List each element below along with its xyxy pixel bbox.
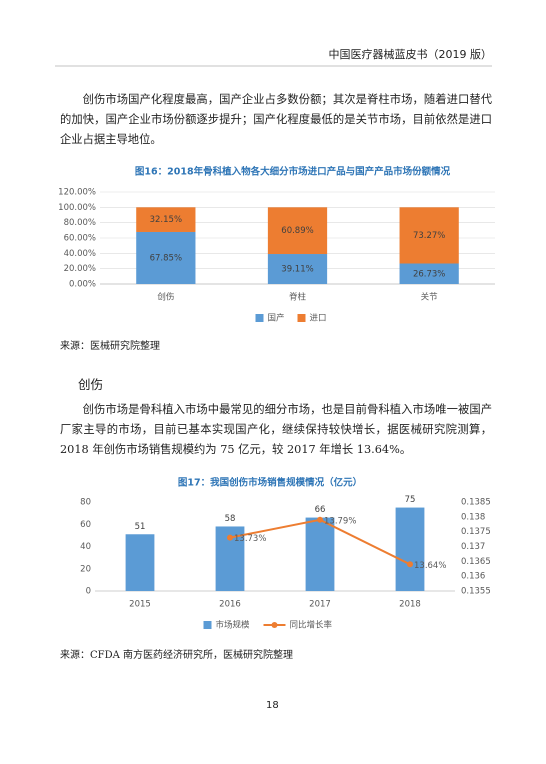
legend-swatch	[203, 621, 212, 629]
bar	[125, 534, 155, 591]
y-tick-label: 80.00%	[64, 218, 96, 228]
data-label: 67.85%	[150, 253, 182, 263]
bar	[305, 517, 335, 591]
point	[317, 516, 323, 523]
chart-title: 图16：2018年骨科植入物各大细分市场进口产品与国产产品市场份额情况	[135, 166, 451, 178]
y-tick-label: 20	[80, 564, 91, 574]
point	[407, 561, 413, 568]
legend-swatch	[271, 622, 278, 628]
data-label: 75	[405, 495, 416, 505]
legend-label: 同比增长率	[290, 620, 333, 631]
y2-tick-label: 0.1365	[461, 557, 491, 567]
x-tick-label: 2015	[129, 600, 151, 610]
data-label: 26.73%	[413, 269, 445, 279]
legend-swatch	[297, 314, 306, 322]
x-tick-label: 创伤	[157, 292, 174, 303]
x-tick-label: 2017	[309, 600, 331, 610]
y-tick-label: 80	[80, 498, 91, 508]
paragraph: 创伤市场是骨科植入市场中最常见的细分市场，也是目前骨科植入市场唯一被国产厂家主导…	[60, 403, 492, 456]
section-title: 创伤	[78, 377, 104, 392]
data-label: 73.27%	[413, 231, 445, 241]
y-tick-label: 0	[86, 587, 91, 597]
source: 来源：医械研究院整理	[60, 341, 160, 352]
x-tick-label: 脊柱	[289, 292, 307, 303]
chart-title: 图17：我国创伤市场销售规模情况（亿元）	[178, 477, 362, 489]
bar	[136, 207, 196, 232]
bar	[136, 231, 196, 284]
data-label: 32.15%	[150, 215, 182, 225]
y-tick-label: 40	[80, 542, 91, 552]
data-label: 39.11%	[281, 265, 313, 275]
bar	[399, 207, 459, 264]
y2-tick-label: 0.138	[461, 512, 485, 522]
y-tick-label: 60.00%	[64, 234, 96, 244]
data-label: 58	[225, 514, 236, 524]
legend-label: 市场规模	[216, 620, 251, 631]
data-label: 51	[135, 522, 146, 532]
y2-tick-label: 0.137	[461, 542, 485, 552]
y-tick-label: 40.00%	[64, 249, 96, 259]
y-tick-label: 60	[80, 520, 91, 530]
y2-tick-label: 0.1385	[461, 498, 491, 508]
bar	[267, 207, 328, 255]
paragraph: 创伤市场国产化程度最高，国产企业占多数份额；其次是脊柱市场，随着进口替代的加快，…	[60, 93, 492, 146]
y-tick-label: 100.00%	[58, 203, 96, 213]
bar	[395, 507, 425, 591]
source: 来源：CFDA 南方医药经济研究所，医械研究院整理	[60, 650, 294, 661]
legend-label: 进口	[310, 314, 327, 324]
y-tick-label: 20.00%	[64, 264, 96, 274]
x-tick-label: 关节	[421, 292, 439, 303]
legend-label: 国产	[268, 313, 285, 324]
data-label: 66	[315, 505, 326, 515]
y2-tick-label: 0.1355	[461, 587, 491, 597]
y2-tick-label: 0.136	[461, 572, 485, 582]
header: 中国医疗器械蓝皮书（2019 版）	[328, 48, 493, 61]
page-number: 18	[266, 700, 279, 711]
bar	[399, 263, 459, 284]
data-label: 13.73%	[234, 534, 266, 544]
y-tick-label: 120.00%	[58, 188, 96, 198]
point	[227, 534, 233, 541]
y-tick-label: 0.00%	[69, 280, 96, 290]
data-label: 13.79%	[324, 516, 356, 526]
data-label: 60.89%	[281, 226, 313, 236]
data-label: 13.64%	[414, 561, 446, 571]
y2-tick-label: 0.1375	[461, 527, 491, 537]
x-tick-label: 2018	[399, 600, 421, 610]
x-tick-label: 2016	[219, 600, 241, 610]
legend-swatch	[255, 314, 264, 322]
bar	[267, 254, 328, 284]
